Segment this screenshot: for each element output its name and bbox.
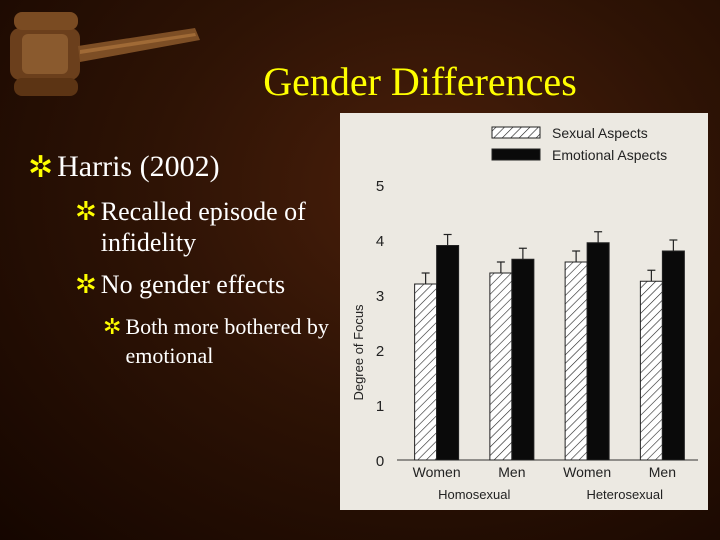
bullet-level1: ✲ Harris (2002) [28, 150, 220, 185]
bar [564, 261, 588, 461]
bullet-level2: ✲ No gender effects [75, 270, 285, 300]
legend-label: Emotional Aspects [552, 147, 667, 163]
bullet-mark-icon: ✲ [28, 151, 54, 184]
legend-swatch [491, 126, 541, 139]
slide-title: Gender Differences [263, 59, 577, 104]
y-tick-label: 2 [376, 343, 384, 360]
bar [586, 242, 610, 461]
y-tick-label: 5 [376, 178, 384, 195]
bullet-mark-icon: ✲ [75, 270, 97, 299]
y-tick-label: 1 [376, 398, 384, 415]
gavel-icon [10, 12, 200, 96]
bar-chart: 0 1 2 3 4 5 Degree of Focus Women Men Women Men Hom… [351, 125, 698, 502]
bullet-mark-icon: ✲ [75, 197, 97, 226]
bullet-text: No gender effects [100, 270, 286, 299]
bullet-text: Both more bothered by emotional [125, 314, 329, 368]
legend-label: Sexual Aspects [552, 125, 648, 141]
legend-swatch [491, 148, 541, 161]
y-tick-label: 4 [376, 233, 384, 250]
bullet-level2: ✲ Recalled episode of infidelity [75, 196, 345, 258]
x-tick-label: Women [563, 464, 611, 480]
y-axis-label: Degree of Focus [351, 304, 366, 401]
bar [436, 245, 460, 461]
y-tick-label: 3 [376, 288, 384, 305]
x-tick-label: Men [649, 464, 676, 480]
group-label: Homosexual [438, 487, 510, 502]
bar [661, 250, 685, 461]
bar [414, 283, 438, 461]
y-tick-label: 0 [376, 453, 384, 470]
bullet-text: Harris (2002) [57, 150, 220, 183]
bar [511, 258, 535, 461]
group-label: Heterosexual [586, 487, 663, 502]
x-tick-label: Women [413, 464, 461, 480]
bullet-mark-icon: ✲ [103, 314, 122, 339]
x-tick-label: Men [498, 464, 525, 480]
bullet-text: Recalled episode of infidelity [100, 197, 306, 257]
chart-panel: 0 1 2 3 4 5 Degree of Focus Women Men Women Men Hom… [340, 113, 708, 510]
bullet-level3: ✲ Both more bothered by emotional [103, 312, 343, 370]
bar [639, 280, 663, 461]
bar [489, 272, 513, 461]
